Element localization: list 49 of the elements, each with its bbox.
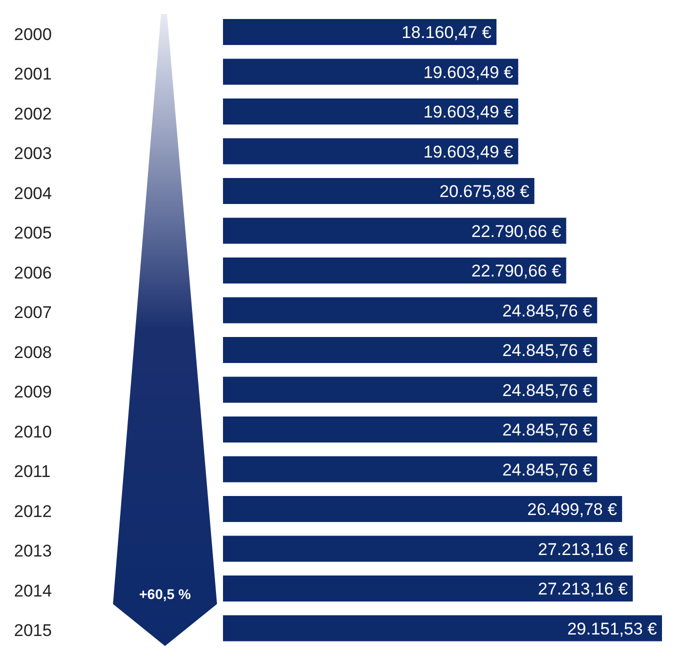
bar — [223, 416, 598, 442]
y-tick-label: 2001 — [14, 64, 52, 84]
y-tick-label: 2004 — [14, 184, 52, 203]
bar — [223, 258, 566, 284]
y-tick-label: 2005 — [14, 224, 52, 243]
data-label: 22.790,66 € — [471, 222, 562, 241]
bar — [223, 98, 518, 124]
bar — [223, 178, 534, 204]
y-tick-label: 2002 — [14, 104, 52, 124]
bar — [223, 138, 518, 164]
data-label: 19.603,49 € — [423, 102, 514, 122]
data-label: 18.160,47 € — [402, 23, 492, 42]
data-label: 24.845,76 € — [502, 420, 593, 440]
data-label: 20.675,88 € — [440, 182, 530, 202]
y-tick-label: 2008 — [14, 342, 52, 362]
y-tick-label: 2009 — [14, 382, 52, 402]
bar — [223, 456, 598, 482]
y-tick-label: 2000 — [14, 24, 52, 44]
bar — [223, 218, 566, 244]
data-label: 26.499,78 € — [527, 500, 618, 520]
y-tick-label: 2014 — [14, 581, 52, 600]
y-tick-label: 2010 — [14, 422, 52, 442]
bar — [223, 337, 598, 363]
y-tick-label: 2006 — [14, 263, 52, 282]
y-tick-label: 2015 — [14, 621, 52, 640]
data-label: 19.603,49 € — [423, 62, 514, 82]
bar — [223, 297, 598, 324]
bar — [223, 576, 633, 602]
bar — [223, 19, 496, 45]
bar — [223, 536, 633, 562]
data-label: 27.213,16 € — [538, 580, 628, 599]
bar — [223, 376, 598, 403]
y-tick-label: 2007 — [14, 303, 52, 322]
data-label: 27.213,16 € — [538, 540, 628, 559]
data-label: 24.845,76 € — [502, 341, 593, 360]
data-label: 19.603,49 € — [423, 142, 514, 162]
bar — [223, 58, 518, 85]
y-tick-label: 2013 — [14, 542, 52, 561]
data-label: 24.845,76 € — [502, 301, 593, 320]
y-tick-label: 2003 — [14, 144, 52, 164]
bar — [223, 615, 662, 642]
text: +60,5 % — [138, 586, 192, 602]
data-label: 22.790,66 € — [471, 262, 562, 281]
y-tick-label: 2011 — [14, 462, 51, 482]
data-label: 24.845,76 € — [502, 380, 593, 400]
y-tick-label: 2012 — [14, 502, 52, 521]
data-label: 29.151,53 € — [567, 619, 658, 638]
data-label: 24.845,76 € — [502, 460, 593, 480]
bar — [223, 496, 622, 522]
